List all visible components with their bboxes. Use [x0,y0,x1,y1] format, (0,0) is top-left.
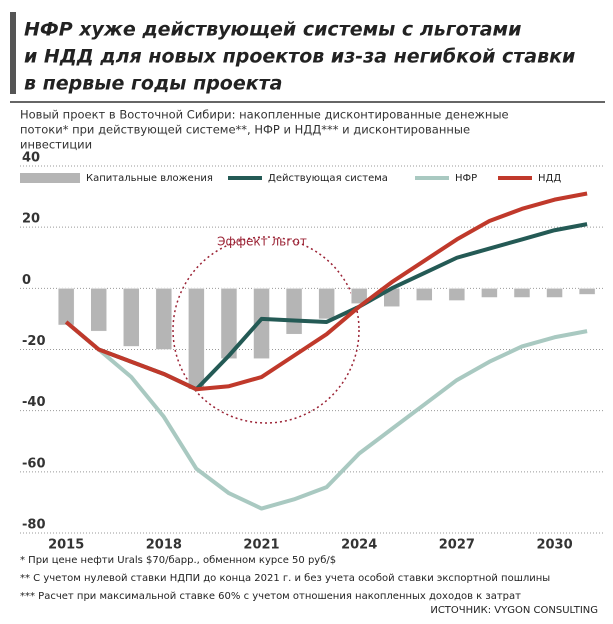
source: ИСТОЧНИК: VYGON CONSULTING [430,605,598,616]
legend-label: Действующая система [268,173,388,184]
line [64,320,588,511]
y-tick-label: -60 [22,456,46,471]
subtitle: потоки* при действующей системе**, НФР и… [20,123,470,137]
x-tick-label: 2021 [243,538,279,553]
annotation: Эффект льгот [217,235,307,249]
line [64,191,588,392]
bar [57,288,75,326]
footnote: *** Расчет при максимальной ставке 60% с… [20,591,521,602]
x-tick-label: 2018 [146,538,182,553]
legend-label: НДД [538,173,561,184]
y-tick-label: -80 [22,518,46,533]
bar [123,288,140,347]
bar [253,288,270,359]
bar [285,288,303,335]
subtitle: инвестиции [20,138,92,152]
bar [155,288,173,350]
y-tick-label: 20 [22,212,40,227]
bar [350,288,368,304]
bar [318,288,335,320]
footnote: * При цене нефти Urals $70/барр., обменн… [20,555,336,566]
legend-label: НФР [455,173,477,184]
bar [481,288,498,298]
subtitle: Новый проект в Восточной Сибири: накопле… [20,108,509,122]
x-tick-label: 2030 [536,538,572,553]
y-tick-label: -40 [22,395,46,410]
bar [416,288,433,301]
chart-title: и НДД для новых проектов из-за негибкой … [24,46,575,68]
bar [513,288,531,298]
bar [448,288,466,301]
y-tick-label: 40 [22,151,40,166]
title-accent [10,12,16,94]
chart-title: в первые годы проекта [24,73,282,95]
bar [188,288,205,390]
effect-circle [172,236,360,424]
x-tick-label: 2015 [48,538,84,553]
bar [220,288,238,359]
y-tick-label: -20 [22,334,46,349]
footnote: ** С учетом нулевой ставки НДПИ до конца… [20,573,550,584]
x-tick-label: 2027 [439,538,475,553]
legend-label: Капитальные вложения [86,173,213,184]
x-tick-label: 2024 [341,538,377,553]
chart-title: НФР хуже действующей системы с льготами [24,19,521,41]
y-tick-label: 0 [22,273,31,288]
bar [578,288,596,295]
bar [546,288,563,298]
bar [90,288,107,332]
legend-swatch [20,173,80,183]
